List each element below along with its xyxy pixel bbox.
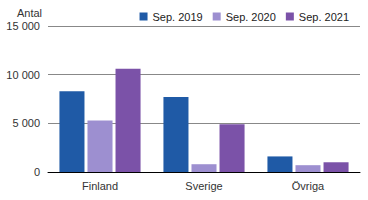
svg-text:5 000: 5 000 xyxy=(12,117,40,129)
svg-text:Antal: Antal xyxy=(17,7,42,19)
svg-text:Övriga: Övriga xyxy=(292,180,325,192)
svg-text:10 000: 10 000 xyxy=(6,69,40,81)
svg-text:15 000: 15 000 xyxy=(6,20,40,32)
svg-text:Finland: Finland xyxy=(82,180,118,192)
svg-text:Sep. 2021: Sep. 2021 xyxy=(299,11,349,23)
svg-text:Sep. 2019: Sep. 2019 xyxy=(153,11,203,23)
svg-text:Sverige: Sverige xyxy=(185,180,222,192)
svg-text:Sep. 2020: Sep. 2020 xyxy=(226,11,276,23)
svg-text:0: 0 xyxy=(34,166,40,178)
